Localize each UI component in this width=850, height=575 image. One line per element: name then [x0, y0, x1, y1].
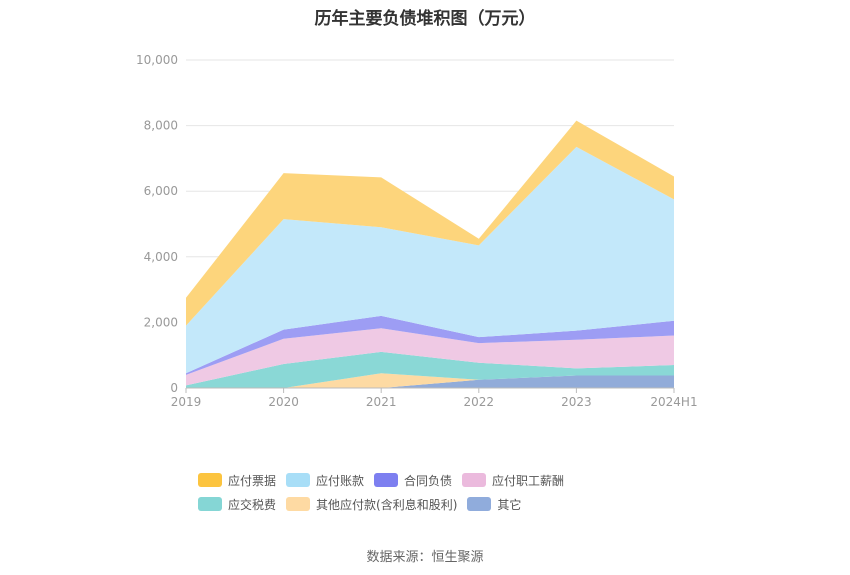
legend-label: 应付职工薪酬	[492, 473, 565, 488]
x-tick-label: 2024H1	[650, 395, 697, 409]
y-tick-label: 10,000	[136, 53, 178, 67]
y-tick-label: 2,000	[144, 315, 178, 329]
legend-item[interactable]: 其它	[467, 496, 521, 512]
legend-swatch	[462, 473, 487, 487]
x-tick-label: 2023	[561, 395, 592, 409]
legend-label: 合同负债	[404, 473, 453, 488]
legend-label: 应付票据	[228, 473, 277, 488]
legend-swatch	[286, 497, 311, 511]
y-tick-label: 4,000	[144, 250, 178, 264]
legend-item[interactable]: 应付账款	[286, 472, 364, 488]
legend-item[interactable]: 其他应付款(含利息和股利)	[286, 496, 457, 512]
area-series	[186, 120, 674, 326]
chart-title: 历年主要负债堆积图（万元）	[314, 9, 536, 29]
legend-swatch	[374, 473, 399, 487]
legend-label: 应付账款	[316, 473, 365, 488]
legend-swatch	[467, 497, 492, 511]
y-tick-label: 0	[170, 381, 178, 395]
x-tick-label: 2019	[171, 395, 202, 409]
area-layer	[186, 120, 674, 388]
y-tick-label: 6,000	[144, 184, 178, 198]
legend-label: 其他应付款(含利息和股利)	[316, 497, 458, 512]
legend-swatch	[286, 473, 311, 487]
x-tick-label: 2021	[366, 395, 397, 409]
area-series	[186, 373, 674, 388]
axis-layer: 0 2,000 4,000 6,000 8,000 10,000 2019 2020 2021 2…	[136, 53, 698, 409]
legend-item[interactable]: 应付职工薪酬	[462, 472, 564, 488]
area-series	[186, 315, 674, 375]
legend-label: 其它	[497, 497, 522, 512]
legend-swatch	[198, 473, 222, 487]
x-tick-label: 2020	[268, 395, 299, 409]
y-tick-label: 8,000	[144, 119, 178, 133]
legend-item[interactable]: 应付票据	[198, 472, 276, 488]
legend-label: 应交税费	[228, 497, 277, 512]
area-series	[186, 375, 674, 388]
area-series	[186, 328, 674, 386]
legend-item[interactable]: 合同负债	[374, 472, 452, 488]
data-source: 数据来源：恒生聚源	[366, 550, 484, 565]
area-series	[186, 351, 674, 388]
legend-swatch	[198, 497, 222, 511]
x-tick-label: 2022	[464, 395, 495, 409]
legend: 应付票据 应付账款 合同负债 应付职工薪酬应交税费 其他应付款(含利息和股利) 其它	[198, 472, 638, 520]
area-series	[186, 146, 674, 374]
legend-item[interactable]: 应交税费	[198, 496, 276, 512]
